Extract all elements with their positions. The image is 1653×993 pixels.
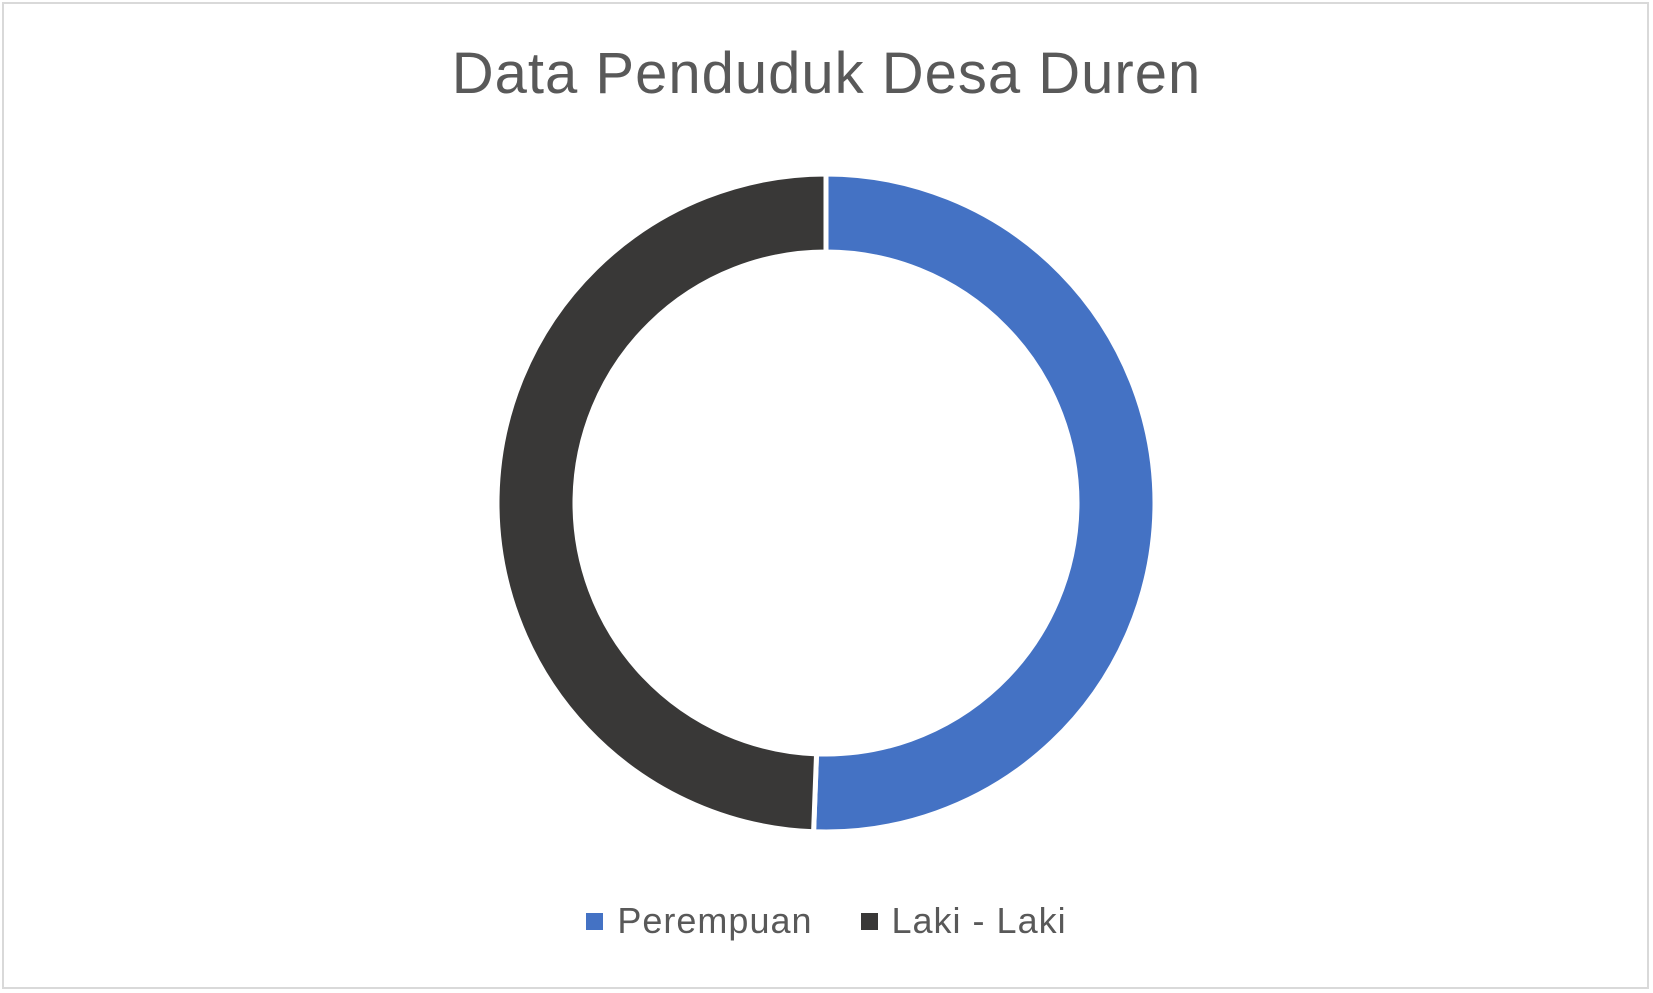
legend: Perempuan Laki - Laki	[0, 900, 1653, 942]
legend-item-laki-laki: Laki - Laki	[860, 900, 1067, 942]
chart-title: Data Penduduk Desa Duren	[451, 41, 1202, 106]
legend-item-perempuan: Perempuan	[586, 900, 812, 942]
legend-swatch-laki-laki	[860, 912, 878, 930]
donut-slice-perempuan	[811, 171, 1158, 835]
legend-label-laki-laki: Laki - Laki	[891, 900, 1067, 941]
legend-label-perempuan: Perempuan	[617, 900, 813, 941]
donut-slice-laki-laki	[494, 171, 829, 835]
legend-swatch-perempuan	[586, 912, 604, 930]
